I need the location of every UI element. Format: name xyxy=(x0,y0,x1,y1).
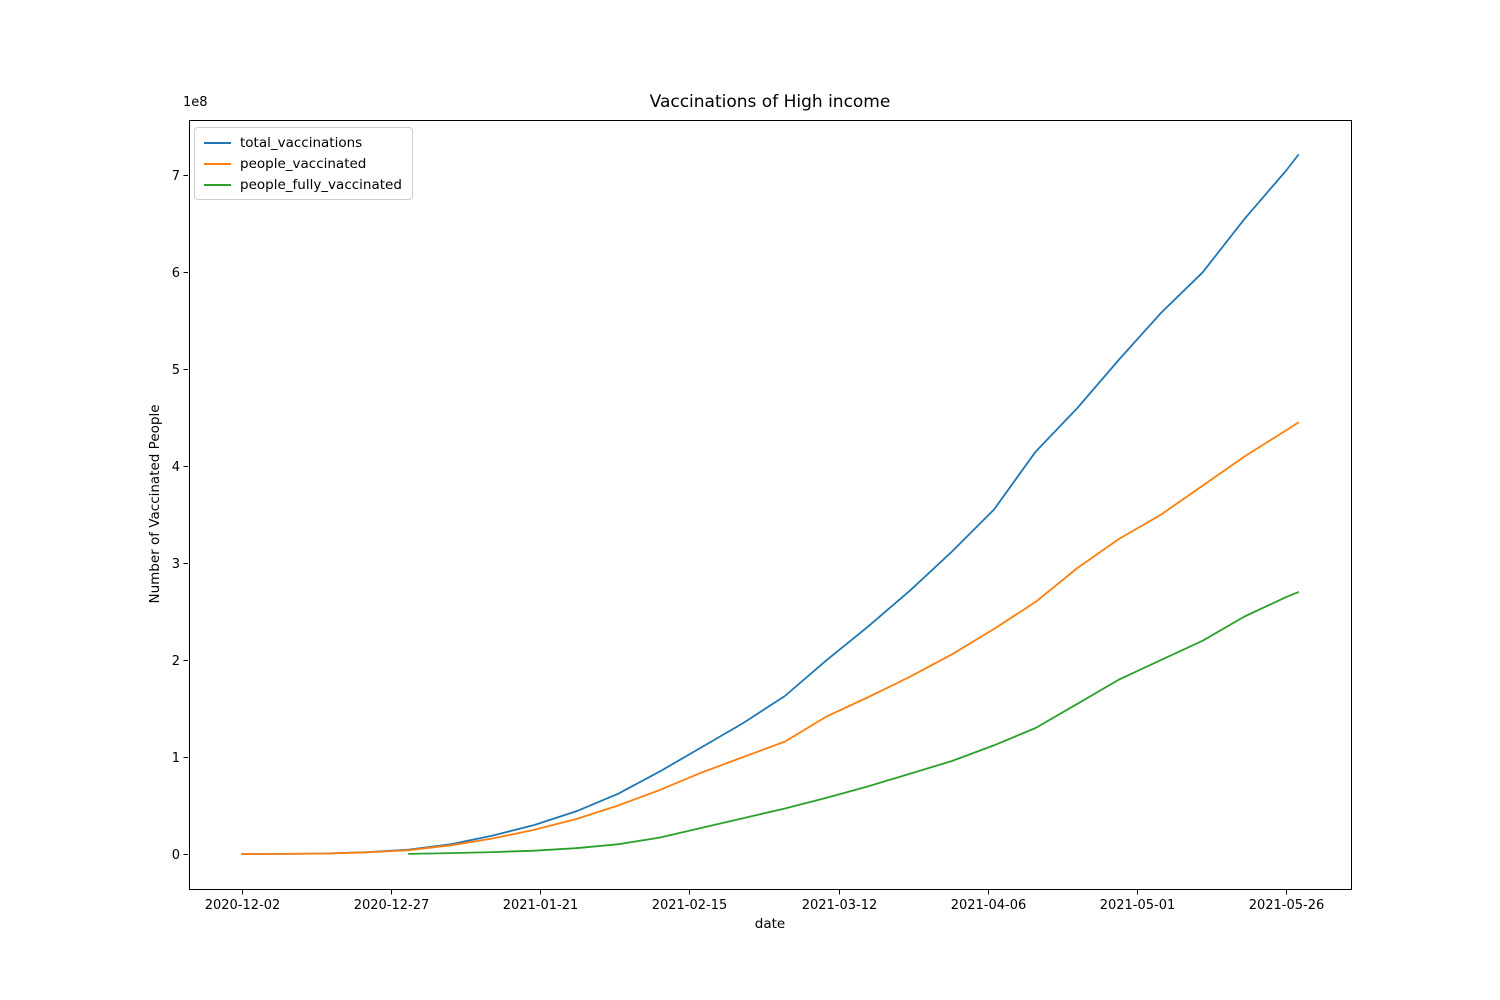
y-tick-label: 7 xyxy=(172,169,180,184)
y-tick-label: 4 xyxy=(172,460,180,475)
y-tick-label: 6 xyxy=(172,266,180,281)
x-tick-label: 2021-02-15 xyxy=(652,898,728,913)
legend-item-total_vaccinations: total_vaccinations xyxy=(204,134,402,151)
x-tick-label: 2021-04-06 xyxy=(951,898,1027,913)
axes-spines xyxy=(189,120,1352,890)
y-tick-label: 0 xyxy=(172,848,180,863)
series-line-people_fully_vaccinated xyxy=(407,591,1300,855)
legend-line-swatch-people_vaccinated xyxy=(204,162,231,165)
chart-title: Vaccinations of High income xyxy=(649,92,891,112)
x-tick-label: 2021-05-26 xyxy=(1249,898,1325,913)
x-tick-label: 2021-05-01 xyxy=(1100,898,1176,913)
x-tick-label: 2021-03-12 xyxy=(802,898,878,913)
legend-item-people_fully_vaccinated: people_fully_vaccinated xyxy=(204,176,402,193)
x-tick-label: 2021-01-21 xyxy=(503,898,579,913)
x-axis-label: date xyxy=(754,916,786,932)
y-tick-label: 1 xyxy=(172,751,180,766)
legend-line-swatch-total_vaccinations xyxy=(204,141,231,144)
y-tick-label: 3 xyxy=(172,557,180,572)
legend-label: people_vaccinated xyxy=(240,155,367,172)
series-line-people_vaccinated xyxy=(240,421,1300,855)
legend-label: people_fully_vaccinated xyxy=(240,176,402,193)
y-axis-offset-label: 1e8 xyxy=(183,95,208,110)
series-line-total_vaccinations xyxy=(240,154,1300,855)
legend-item-people_vaccinated: people_vaccinated xyxy=(204,155,402,172)
legend-line-swatch-people_fully_vaccinated xyxy=(204,183,231,186)
x-tick-label: 2020-12-27 xyxy=(354,898,430,913)
legend-label: total_vaccinations xyxy=(240,134,363,151)
y-tick-label: 5 xyxy=(172,363,180,378)
x-tick-label: 2020-12-02 xyxy=(205,898,281,913)
y-tick-label: 2 xyxy=(172,654,180,669)
